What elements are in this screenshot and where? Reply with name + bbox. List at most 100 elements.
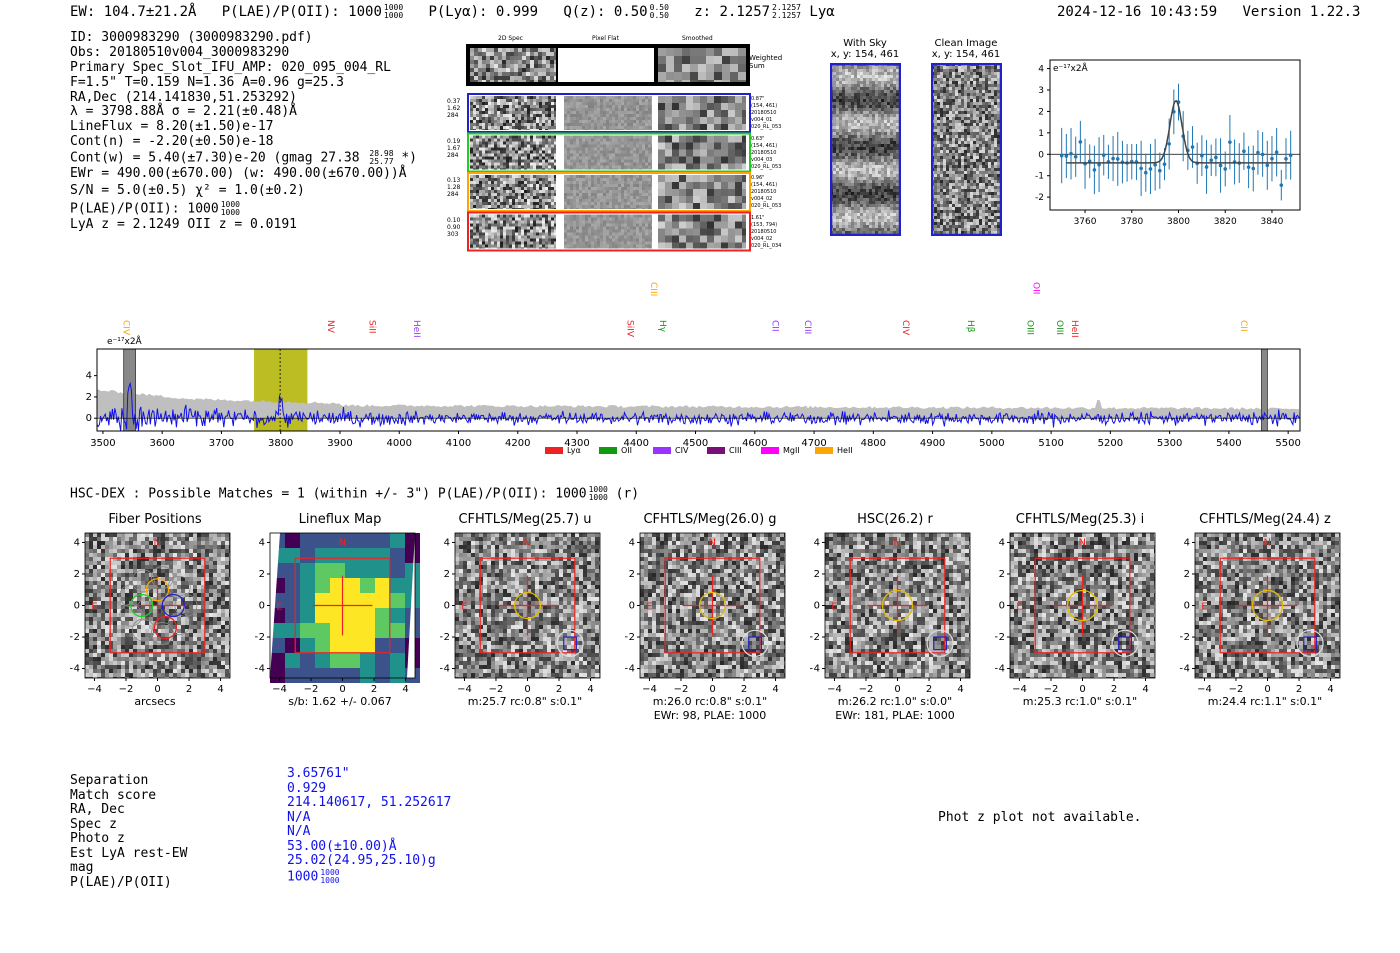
- image-ytick-label: −4: [255, 664, 265, 675]
- north-label: N: [524, 538, 531, 549]
- emission-line-label: Hβ: [965, 320, 975, 333]
- image-ytick-label: 4: [814, 537, 820, 548]
- imaging-panel: CFHTLS/Meg(25.3) i m:25.3 rc:1.0" s:0.1"…: [995, 512, 1165, 722]
- image-xtick-label: 0: [524, 684, 530, 695]
- header-plae: P(LAE)/P(OII): 1000: [221, 4, 382, 20]
- image-ytick-label: 4: [74, 537, 80, 548]
- image-ytick-label: −4: [625, 664, 635, 675]
- zoom-data-point: [1139, 166, 1143, 171]
- image-xtick-label: 2: [371, 684, 377, 695]
- imaging-noise: [455, 533, 600, 678]
- east-label: E: [646, 602, 652, 613]
- zoom-ytick-label: 1: [1038, 129, 1044, 139]
- spectrum-xtick-label: 3900: [327, 438, 352, 449]
- search-box: [664, 557, 761, 654]
- image-ytick-label: 0: [74, 601, 80, 612]
- emission-line-label: CIII: [648, 282, 658, 296]
- spectrum-xtick-label: 4200: [505, 438, 530, 449]
- imaging-panel: CFHTLS/Meg(25.7) u m:25.7 rc:0.8" s:0.1"…: [440, 512, 610, 722]
- row-2dspec: [470, 96, 556, 130]
- spectrum-xtick-label: 4900: [920, 438, 945, 449]
- cutout-row-right-label: 0.87" (154, 461) 20180510 v004_01 020_RL_053: [751, 96, 782, 130]
- row-smoothed: [658, 135, 746, 170]
- emission-line-label: OII: [1030, 282, 1040, 294]
- zoom-line-plot: 4 3 2 1 0 -1 -2 3760 3780 3800 3820 3840 e⁻¹⁷x2Å: [1035, 59, 1301, 227]
- imaging-noise: [1195, 533, 1340, 678]
- row-frame: [467, 93, 751, 133]
- zoom-ytick-label: -1: [1035, 172, 1044, 182]
- imaging-noise: [1010, 533, 1155, 678]
- spectrum-xtick-label: 5400: [1216, 438, 1241, 449]
- emission-line-label: CII: [1238, 320, 1248, 332]
- imaging-caption: m:26.0 rc:0.8" s:0.1": [652, 695, 768, 708]
- image-frame: [1009, 532, 1156, 679]
- image-xtick-label: −4: [87, 684, 102, 695]
- cutout-row-right-label: 1.61" (153, 794) 20180510 v004_02 020_RL_034: [751, 214, 782, 249]
- zoom-data-point: [1288, 153, 1293, 158]
- info-ewr: EWr = 490.00(±670.00) (w: 490.00(±670.00…: [70, 166, 407, 182]
- fiber-circle: [131, 569, 155, 593]
- legend-swatch: [653, 447, 671, 454]
- image-xtick-label: −2: [859, 684, 874, 695]
- aperture-circle: [1066, 589, 1099, 622]
- header-line: EW: 104.7±21.2Å P(LAE)/P(OII): 1000 1000 1…: [70, 4, 835, 21]
- image-xtick-label: −2: [489, 684, 504, 695]
- match-radec: 214.140617, 51.252617: [287, 795, 452, 810]
- match-separation: 3.65761": [287, 766, 350, 781]
- image-xtick-label: −4: [642, 684, 657, 695]
- zoom-data-point: [1260, 152, 1265, 157]
- info-contw: Cont(w) = 5.40(±7.30)e-20 (gmag 27.38 28…: [70, 149, 417, 167]
- fiber-circle: [161, 593, 185, 618]
- clean-image: [931, 63, 1002, 236]
- search-box: [294, 557, 391, 654]
- east-label: E: [91, 602, 97, 613]
- legend-swatch: [707, 447, 725, 454]
- catalog-circle: [926, 629, 954, 657]
- zoom-ytick-label: 2: [1038, 107, 1044, 117]
- row-smoothed: [658, 175, 746, 209]
- image-xtick-label: −2: [119, 684, 134, 695]
- north-label: N: [709, 538, 716, 549]
- row-pixelflat: [564, 175, 652, 209]
- legend-swatch: [545, 447, 563, 454]
- spectrum-xtick-label: 4800: [861, 438, 886, 449]
- imaging-panel: Fiber Positions arcsecs N E 4 2 0 −2 −4 −4 −2 0 2 4: [70, 512, 240, 722]
- catalog-box: [933, 636, 947, 651]
- cutout-panel: 2D Spec Pixel Flat Smoothed Weighted Sum …: [440, 34, 795, 256]
- catalog-box: [1118, 636, 1132, 651]
- imaging-caption-2: EWr: 98, PLAE: 1000: [653, 709, 767, 722]
- zoom-xtick-label: 3820: [1214, 217, 1237, 227]
- match-label: Match score: [70, 787, 157, 803]
- image-xtick-label: 0: [894, 684, 900, 695]
- image-xtick-label: −4: [1012, 684, 1027, 695]
- aperture-circle: [1251, 589, 1284, 622]
- image-xtick-label: 4: [217, 684, 223, 695]
- spectrum-xtick-label: 3800: [268, 438, 293, 449]
- spectrum-xtick-label: 4400: [624, 438, 649, 449]
- image-ytick-label: −2: [995, 632, 1005, 643]
- legend-label: OII: [621, 446, 632, 455]
- spectrum-ytick-label: 4: [86, 371, 92, 382]
- match-specz: N/A: [287, 809, 311, 825]
- east-label: E: [461, 602, 467, 613]
- image-ytick-label: −4: [440, 664, 450, 675]
- imaging-caption: s/b: 1.62 +/- 0.067: [288, 695, 392, 708]
- spectrum-xtick-label: 3700: [209, 438, 234, 449]
- imaging-stamp: N E 4 2 0 −2 −4 −4 −2 0 2 4: [995, 532, 1156, 695]
- image-ytick-label: 0: [999, 601, 1005, 612]
- match-label: RA, Dec: [70, 802, 125, 817]
- match-ew: 53.00(±10.00)Å: [287, 838, 397, 854]
- search-box: [1219, 557, 1316, 654]
- zoom-data-point: [1223, 167, 1228, 171]
- zoom-ytick-label: -2: [1035, 193, 1044, 203]
- image-xtick-label: −4: [457, 684, 472, 695]
- zoom-data-point: [1078, 140, 1083, 144]
- imaging-panel-title: HSC(26.2) r: [857, 512, 933, 527]
- spectrum-xtick-label: 5200: [1098, 438, 1123, 449]
- info-plae: P(LAE)/P(OII): 1000 1000 1000: [70, 200, 240, 218]
- imaging-stamp: N E 4 2 0 −2 −4 −4 −2 0 2 4: [810, 532, 971, 695]
- image-xtick-label: 4: [402, 684, 408, 695]
- imaging-caption-2: EWr: 181, PLAE: 1000: [835, 709, 955, 722]
- catalog-box: [748, 636, 762, 651]
- cutout-row-left-label: 0.13 1.28 284: [447, 177, 461, 198]
